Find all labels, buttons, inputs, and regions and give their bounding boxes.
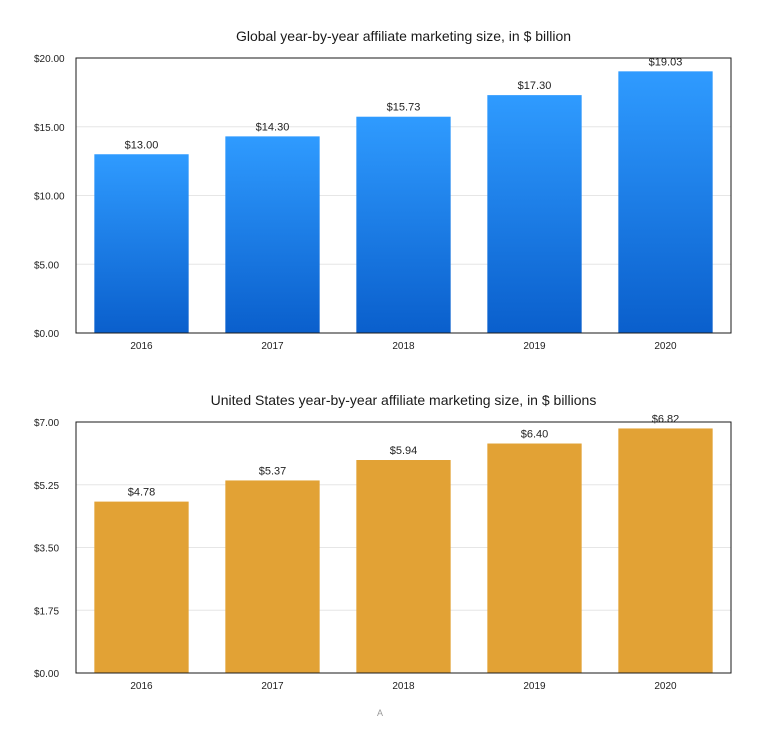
global-data-label: $15.73 [387, 102, 421, 114]
global-bar-2018 [356, 116, 451, 334]
global-y-tick-label: $0.00 [34, 329, 59, 340]
us-bar-2017 [225, 480, 320, 673]
global-market-chart: Global year-by-year affiliate marketing … [34, 28, 732, 352]
global-chart-title: Global year-by-year affiliate marketing … [236, 28, 571, 44]
us-market-chart: United States year-by-year affiliate mar… [34, 392, 732, 692]
us-y-tick-label: $7.00 [34, 418, 59, 429]
global-y-tick-label: $15.00 [34, 123, 65, 134]
us-bar-2019 [487, 443, 582, 673]
us-y-tick-label: $1.75 [34, 606, 59, 617]
us-data-label: $6.82 [652, 413, 680, 425]
us-y-tick-label: $5.25 [34, 481, 59, 492]
global-bar-2019 [487, 95, 582, 333]
global-bar-2017 [225, 136, 320, 333]
global-y-tick-label: $20.00 [34, 54, 65, 65]
us-data-label: $5.37 [259, 465, 287, 477]
global-data-label: $13.00 [125, 139, 159, 151]
us-data-label: $5.94 [390, 445, 418, 457]
global-x-tick-label: 2020 [654, 341, 677, 352]
global-x-tick-label: 2019 [523, 341, 546, 352]
us-x-tick-label: 2019 [523, 681, 546, 692]
us-data-label: $4.78 [128, 487, 156, 499]
global-plot-frame [75, 57, 732, 334]
global-data-label: $14.30 [256, 121, 290, 133]
us-bar-2018 [356, 460, 451, 673]
global-x-tick-label: 2018 [392, 341, 415, 352]
global-bar-2016 [94, 154, 189, 333]
global-bar-2020 [618, 71, 713, 334]
us-x-tick-label: 2020 [654, 681, 677, 692]
us-y-tick-label: $3.50 [34, 544, 59, 555]
global-y-tick-label: $5.00 [34, 260, 59, 271]
us-y-tick-label: $0.00 [34, 669, 59, 680]
global-data-label: $19.03 [649, 56, 683, 68]
us-chart-title: United States year-by-year affiliate mar… [211, 392, 597, 408]
us-x-tick-label: 2018 [392, 681, 415, 692]
global-x-tick-label: 2016 [130, 341, 153, 352]
us-bar-2016 [94, 501, 189, 673]
global-data-label: $17.30 [518, 80, 552, 92]
us-x-tick-label: 2016 [130, 681, 153, 692]
us-bar-2020 [618, 428, 713, 673]
us-data-label: $6.40 [521, 429, 549, 441]
us-x-tick-label: 2017 [261, 681, 284, 692]
footer-mark: A [376, 708, 383, 718]
global-y-tick-label: $10.00 [34, 192, 65, 203]
global-x-tick-label: 2017 [261, 341, 284, 352]
us-plot-frame [75, 421, 732, 674]
